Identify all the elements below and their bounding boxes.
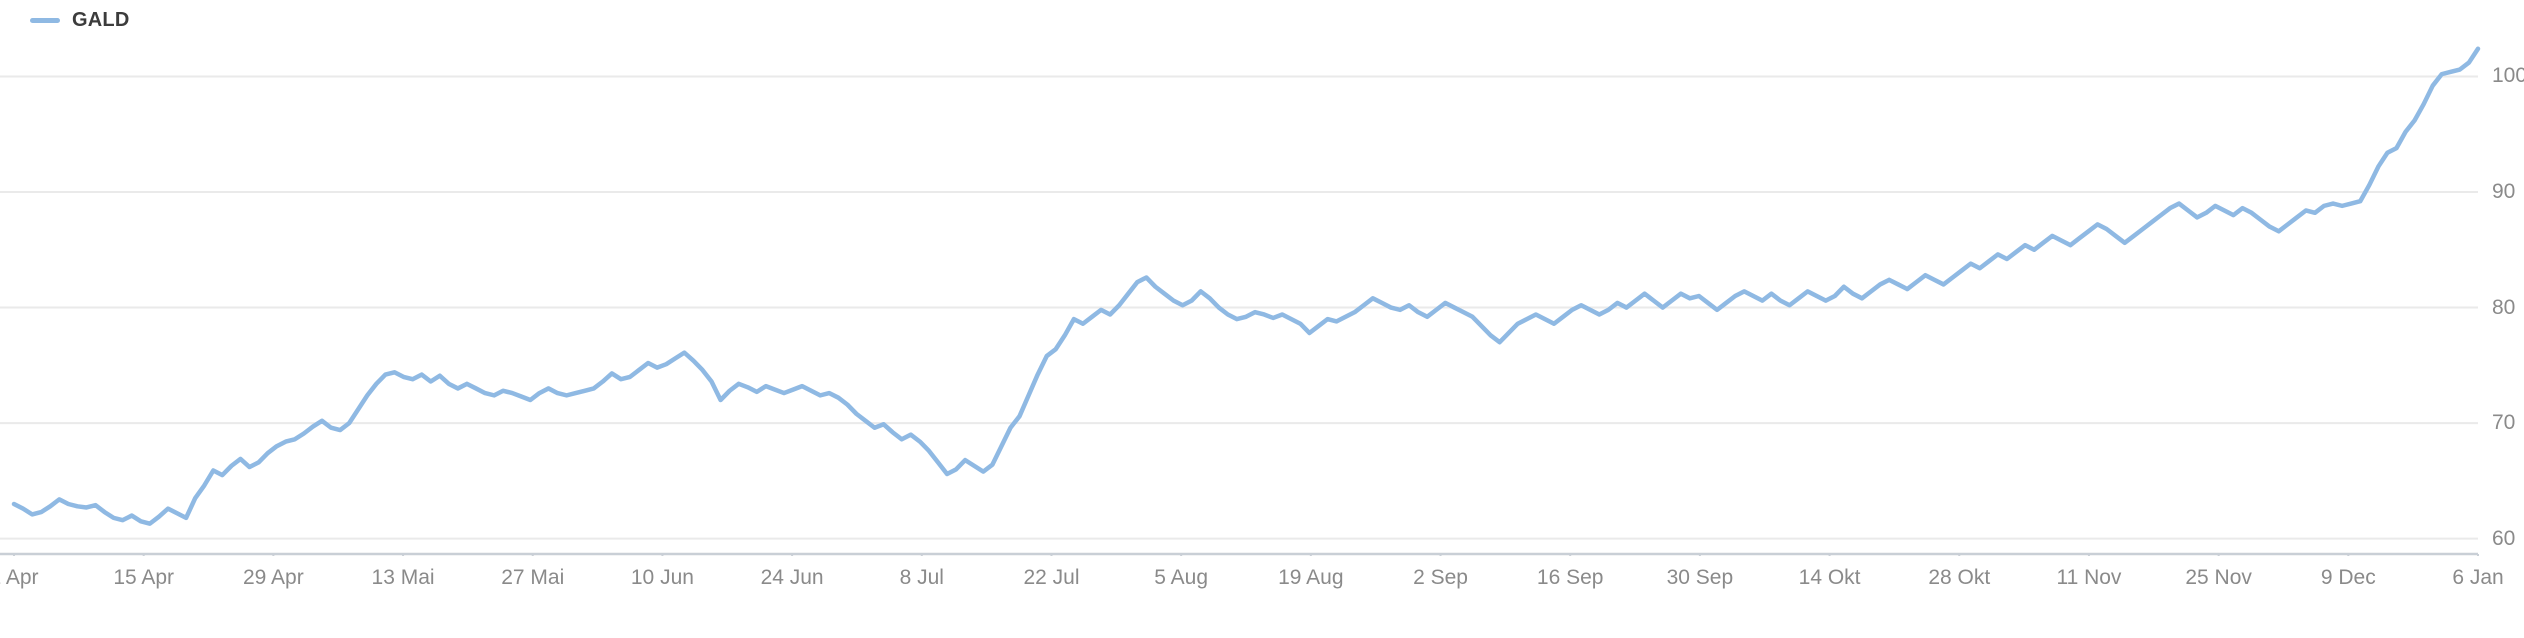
x-axis-tick-label: 22 Jul (1023, 566, 1080, 589)
y-axis-tick-label: 70 (2492, 411, 2516, 435)
y-axis-tick-label: 90 (2492, 180, 2516, 203)
x-axis-tick-label: 27 Mai (501, 566, 565, 589)
x-axis-tick-label: 30 Sep (1666, 566, 1734, 589)
series-line-gald[interactable] (11, 46, 2481, 526)
y-axis-tick-label: 60 (2492, 526, 2516, 550)
legend-line-swatch-icon (30, 17, 60, 23)
x-axis-tick-label: 6 Jan (2452, 566, 2504, 589)
x-axis-group (0, 552, 2479, 556)
plot-area[interactable] (0, 36, 2524, 556)
x-axis-tick-label: 25 Nov (2185, 566, 2252, 589)
x-axis-tick-label: 14 Okt (1798, 566, 1861, 589)
legend-label: GALD (72, 8, 130, 31)
x-axis-tick-label: 11 Nov (2056, 566, 2122, 589)
x-axis-tick-label: 9 Dec (2320, 566, 2376, 589)
x-axis-labels: 1 Apr 15 Apr 29 Apr 13 Mai 27 Mai 10 Jun 24 Ju… (0, 566, 2524, 606)
x-axis-tick-label: 15 Apr (113, 566, 175, 589)
y-axis-labels: 60 70 80 90 100 (2492, 36, 2524, 556)
x-axis-tick-label: 29 Apr (243, 566, 304, 589)
legend-item-gald[interactable]: GALD (30, 9, 129, 32)
x-axis-tick-label: 24 Jun (760, 566, 824, 589)
x-axis-tick-label: 13 Mai (371, 566, 435, 589)
x-axis-tick-label: 5 Aug (1154, 566, 1209, 589)
chart-legend: GALD (0, 0, 2524, 40)
x-axis-tick-label: 16 Sep (1536, 566, 1604, 589)
line-chart-svg[interactable] (0, 36, 2524, 556)
gridlines-group (0, 75, 2478, 540)
x-axis-tick-label: 19 Aug (1278, 566, 1344, 589)
y-axis-tick-label: 100 (2492, 64, 2524, 88)
x-axis-tick-label: 10 Jun (630, 566, 694, 589)
y-axis-tick-label: 80 (2492, 295, 2516, 319)
x-axis-tick-label: 8 Jul (899, 566, 944, 589)
x-axis-tick-label: 1 Apr (0, 566, 39, 589)
x-axis-tick-label: 2 Sep (1413, 566, 1468, 589)
x-axis-tick-label: 28 Okt (1928, 566, 1991, 589)
